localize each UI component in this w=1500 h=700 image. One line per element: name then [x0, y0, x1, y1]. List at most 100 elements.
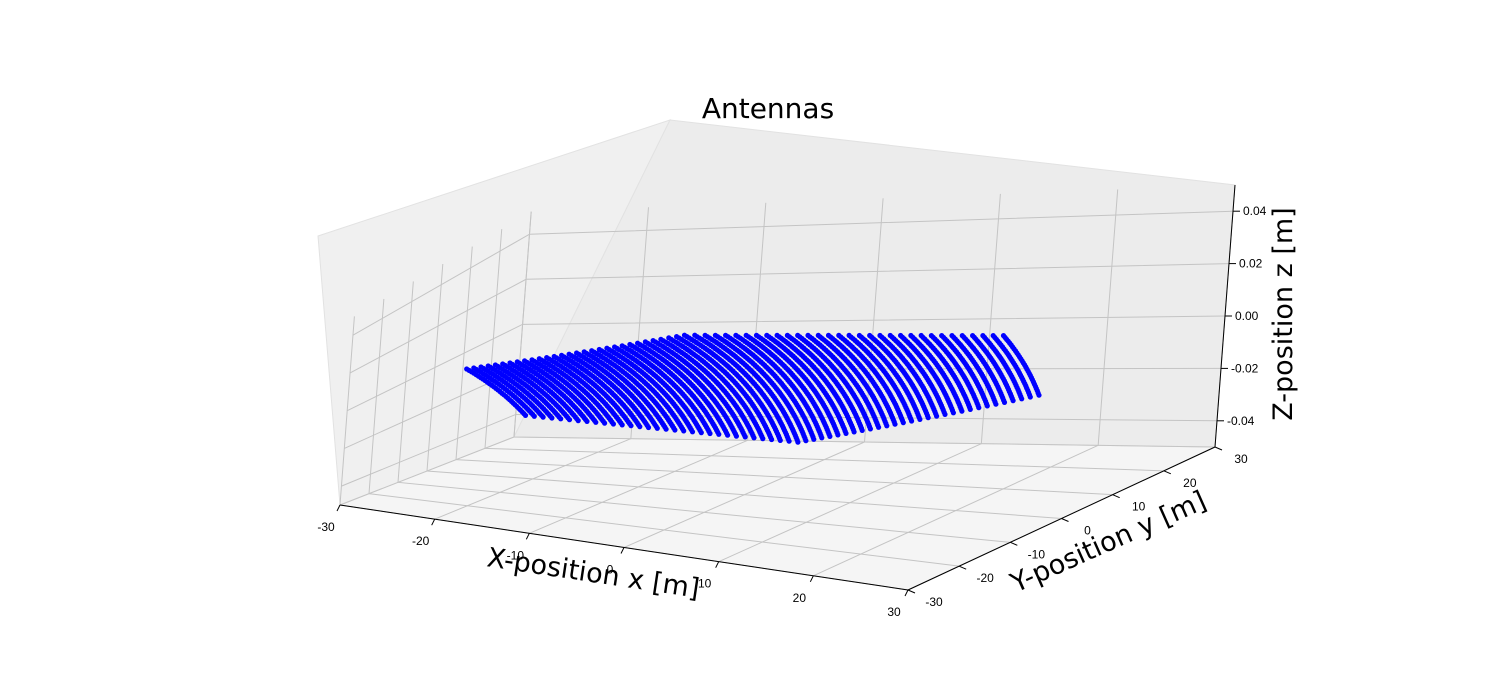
antenna-point [566, 417, 573, 423]
antenna-point [934, 413, 940, 419]
x-tick-label: 30 [887, 605, 901, 619]
antenna-point [967, 406, 973, 412]
antenna-point [917, 416, 923, 422]
antenna-point [867, 426, 874, 432]
y-tick-label: 0 [1084, 524, 1091, 538]
antenna-point [769, 436, 775, 443]
y-tick-label: -20 [976, 571, 994, 585]
x-tick [431, 518, 436, 526]
z-tick-label: -0.04 [1227, 414, 1255, 428]
antenna-point [602, 420, 608, 426]
antenna-point [760, 436, 766, 442]
antenna-point [819, 435, 825, 441]
antenna-point [859, 427, 865, 433]
x-tick-label: -30 [317, 520, 335, 534]
antenna-point [689, 429, 696, 435]
antenna-point [900, 420, 906, 426]
x-tick [715, 561, 720, 568]
y-tick-label: -10 [1028, 547, 1046, 561]
y-grid-line [484, 229, 1164, 472]
y-tick [1010, 541, 1018, 546]
y-tick [907, 589, 916, 594]
z-tick-label: 0.02 [1239, 257, 1263, 271]
antenna-point [777, 437, 783, 443]
antenna-point [619, 422, 625, 428]
antenna-point [976, 405, 982, 411]
y-grid-line [455, 246, 1113, 496]
antenna-point [1036, 392, 1042, 398]
x-tick [809, 575, 814, 583]
x-tick-label: 0 [607, 563, 614, 577]
antenna-point [663, 426, 669, 432]
antenna-point [531, 413, 537, 419]
antenna-point [672, 427, 678, 433]
antenna-point [851, 429, 857, 435]
x-tick-label: 10 [698, 577, 712, 591]
z-grid-line [346, 315, 1226, 412]
y-grid-line [513, 211, 1216, 448]
y-grid-line [397, 281, 1011, 543]
antenna-point [993, 401, 999, 407]
x-tick [336, 504, 341, 512]
x-tick [620, 547, 625, 554]
antenna-point [645, 424, 652, 431]
y-tick-label: 10 [1132, 500, 1146, 514]
z-tick-label: 0.00 [1235, 309, 1259, 323]
antenna-point [925, 415, 931, 421]
antenna-point [942, 411, 948, 417]
y-tick-label: 30 [1234, 452, 1248, 466]
chart-title: Antennas [702, 92, 834, 125]
antenna-point [628, 423, 634, 429]
x-tick [904, 589, 909, 597]
antenna-point [950, 410, 957, 416]
antenna-point [1019, 396, 1025, 402]
antenna-point [593, 419, 599, 425]
antenna-point [795, 439, 801, 445]
antenna-point [558, 416, 564, 422]
antenna-point [742, 434, 748, 440]
z-grid-line [352, 210, 1234, 336]
antenna-point [725, 432, 731, 438]
antenna-point [1010, 398, 1016, 404]
chart-panes [317, 119, 1236, 591]
x-tick-label: -10 [507, 548, 525, 562]
y-grid-line [368, 298, 960, 567]
x-tick [525, 533, 530, 540]
antenna-point [811, 436, 817, 442]
antenna-point [733, 433, 740, 439]
antenna-point [876, 424, 882, 430]
y-tick [1112, 494, 1120, 499]
y-tick [1214, 446, 1223, 451]
antenna-point [892, 421, 898, 427]
antenna-point [884, 423, 890, 429]
y-tick [1061, 518, 1069, 522]
antenna-point [909, 418, 915, 424]
antenna-point [522, 412, 529, 418]
antenna-point [654, 425, 660, 431]
antenna-point [707, 430, 713, 437]
y-tick-label: -30 [925, 595, 943, 609]
antenna-point [584, 418, 590, 424]
antenna-point [637, 424, 643, 430]
antenna-point [549, 415, 555, 421]
antenna-point [575, 418, 581, 424]
z-tick-label: -0.02 [1231, 361, 1259, 375]
antenna-point [843, 430, 849, 436]
axis-ticks: -30 -20 -10 0 10 20 30 -30 -20 -10 0 10 20 30 -0.04 -0.… [317, 204, 1266, 619]
y-tick [958, 565, 967, 570]
y-grid-line [426, 263, 1062, 519]
antenna-point [835, 432, 841, 438]
antenna-point [959, 408, 965, 414]
antenna-point [716, 431, 722, 437]
antenna-point [698, 430, 704, 436]
z-grid-line [349, 263, 1230, 374]
antenna-point [1027, 394, 1033, 400]
antenna-points [464, 332, 1042, 445]
antenna-point [803, 438, 809, 444]
z-grid-line [341, 413, 1218, 487]
antenna-point [540, 414, 546, 420]
z-axis-label: Z-position z [m] [1268, 207, 1299, 420]
antenna-point [1001, 399, 1008, 405]
antenna-point [786, 438, 792, 444]
